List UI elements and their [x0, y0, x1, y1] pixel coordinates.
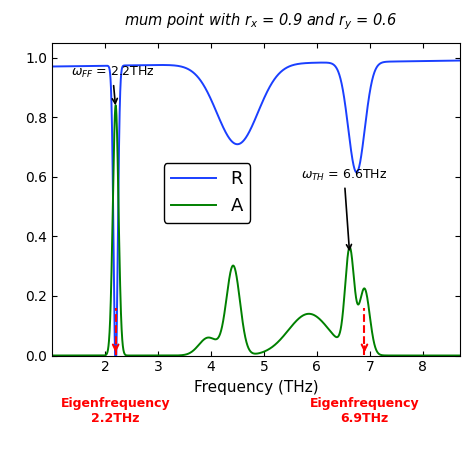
- A: [205, 335, 211, 340]
- R: [354, 169, 359, 175]
- Text: Eigenfrequency
6.9THz: Eigenfrequency 6.9THz: [310, 397, 419, 425]
- A: [384, 353, 390, 358]
- R: [205, 90, 211, 96]
- A: [294, 318, 300, 323]
- A: [123, 353, 129, 358]
- R: [112, 353, 118, 358]
- Text: $\omega_{TH}$ = 6.6THz: $\omega_{TH}$ = 6.6THz: [301, 168, 387, 250]
- Line: R: R: [52, 61, 460, 356]
- R: [294, 61, 300, 67]
- A: [314, 314, 320, 320]
- R: [49, 64, 55, 69]
- X-axis label: Frequency (THz): Frequency (THz): [194, 380, 318, 395]
- A: [49, 353, 55, 358]
- R: [123, 63, 129, 68]
- A: [113, 102, 118, 108]
- Text: $\omega_{FF}$ = 2.2THz: $\omega_{FF}$ = 2.2THz: [71, 65, 154, 104]
- R: [457, 58, 463, 64]
- Line: A: A: [52, 105, 460, 356]
- Text: mum point with $r_x$ = 0.9 and $r_y$ = 0.6: mum point with $r_x$ = 0.9 and $r_y$ = 0…: [124, 12, 397, 32]
- Legend: R, A: R, A: [164, 163, 250, 223]
- Text: Eigenfrequency
2.2THz: Eigenfrequency 2.2THz: [61, 397, 171, 425]
- A: [457, 353, 463, 358]
- R: [314, 60, 320, 65]
- R: [384, 59, 390, 64]
- A: [354, 297, 359, 302]
